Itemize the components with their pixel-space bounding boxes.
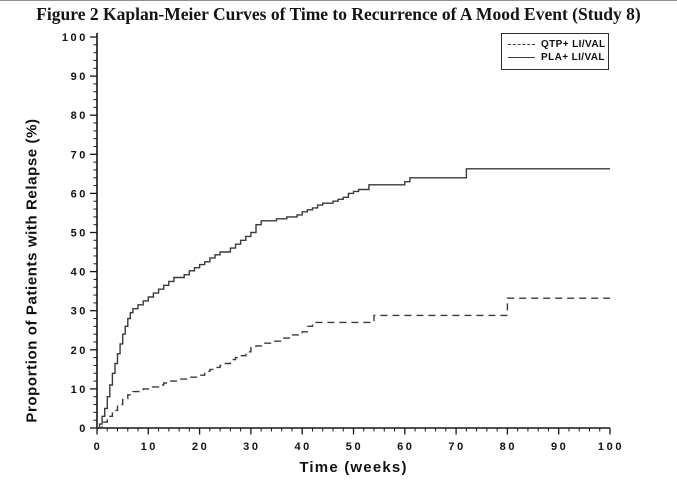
- y-tick-label: 70: [71, 149, 88, 161]
- x-tick-label: 30: [243, 441, 260, 453]
- y-tick-label: 40: [71, 267, 88, 279]
- x-tick-label: 100: [598, 441, 624, 453]
- solid-line-sample-icon: [508, 57, 535, 58]
- legend-label-qtp: QTP+ LI/VAL: [541, 39, 606, 50]
- y-tick-label: 50: [71, 228, 88, 240]
- x-tick-label: 50: [346, 441, 363, 453]
- km-curve-qtp: [97, 297, 610, 429]
- scan-edge-line: [0, 0, 677, 1]
- series-curves: [97, 168, 610, 429]
- y-tick-label: 0: [79, 423, 88, 435]
- x-tick-label: 20: [192, 441, 209, 453]
- y-axis-title: Proportion of Patients with Relapse (%): [23, 118, 41, 423]
- figure-title: Figure 2 Kaplan-Meier Curves of Time to …: [36, 4, 641, 24]
- minor-ticks: [93, 44, 601, 432]
- x-tick-label: 70: [448, 441, 465, 453]
- x-tick-label: 90: [551, 441, 568, 453]
- km-curve-pla: [97, 168, 610, 429]
- x-axis-title: Time (weeks): [299, 459, 408, 476]
- legend-item-pla: PLA+ LI/VAL: [508, 51, 605, 64]
- y-tick-label: 30: [71, 306, 88, 318]
- x-tick-label: 10: [141, 441, 158, 453]
- x-tick-label: 60: [397, 441, 414, 453]
- axes: [96, 33, 610, 429]
- x-tick-label: 40: [294, 441, 311, 453]
- legend-label-pla: PLA+ LI/VAL: [541, 52, 605, 63]
- x-axis-ticks: 0 10 20 30 40 50 60 70 80 90 100: [94, 428, 624, 453]
- y-tick-label: 60: [71, 188, 88, 200]
- legend: QTP+ LI/VAL PLA+ LI/VAL: [501, 33, 609, 70]
- x-tick-label: 80: [500, 441, 517, 453]
- y-tick-label: 90: [71, 71, 88, 83]
- dashed-line-sample-icon: [508, 44, 535, 45]
- y-tick-label: 20: [71, 345, 88, 357]
- y-tick-label: 80: [71, 110, 88, 122]
- y-tick-label: 10: [71, 384, 88, 396]
- y-tick-label: 100: [62, 32, 88, 44]
- legend-item-qtp: QTP+ LI/VAL: [508, 38, 606, 51]
- y-axis-ticks: 0 10 20 30 40 50 60 70 80 90 100: [62, 32, 97, 435]
- x-tick-label: 0: [94, 441, 103, 453]
